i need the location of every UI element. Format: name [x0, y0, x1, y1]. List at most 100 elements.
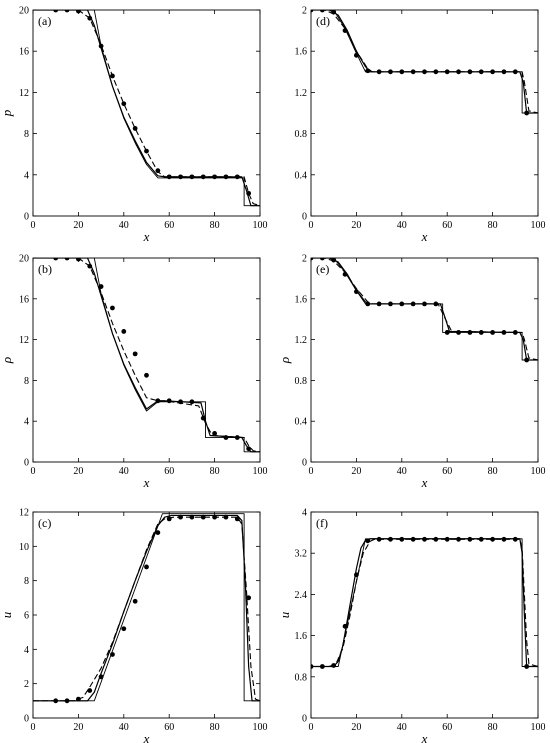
x-tick-label: 100: [531, 466, 546, 477]
data-point: [189, 514, 195, 520]
x-tick-label: 20: [73, 466, 83, 477]
data-point: [64, 698, 70, 704]
x-tick-label: 40: [397, 466, 407, 477]
data-point: [132, 598, 138, 604]
data-point: [144, 372, 149, 378]
y-tick-label: 12: [19, 335, 29, 346]
y-tick-label: 0: [24, 714, 29, 725]
data-point: [98, 674, 104, 680]
x-tick-label: 20: [73, 220, 83, 231]
series-line-solid-exact: [33, 258, 260, 453]
x-tick-label: 20: [73, 722, 83, 733]
data-point: [319, 10, 325, 13]
data-point: [121, 626, 127, 632]
x-tick-label: 40: [119, 722, 129, 733]
x-tick-label: 0: [31, 220, 36, 231]
data-point: [433, 69, 439, 75]
data-point: [110, 305, 115, 311]
data-point: [354, 52, 359, 58]
series-line-solid-numerical: [311, 258, 538, 361]
data-point: [200, 415, 206, 421]
y-tick-label: 4: [302, 508, 307, 519]
y-tick-label: 20: [19, 6, 29, 17]
data-point: [512, 330, 518, 335]
data-point: [76, 258, 81, 262]
data-point: [410, 301, 416, 307]
series-group: [311, 258, 538, 363]
x-axis-label: x: [421, 229, 428, 244]
data-point: [342, 271, 348, 277]
data-point: [524, 110, 530, 116]
data-point: [121, 101, 127, 107]
series-line-dashed: [311, 538, 538, 668]
y-tick-label: 16: [19, 47, 29, 58]
data-point: [200, 174, 206, 180]
data-point: [501, 330, 507, 335]
data-point: [354, 289, 359, 295]
data-point: [53, 698, 59, 704]
data-point: [388, 301, 393, 307]
y-tick-label: 2: [302, 6, 307, 17]
x-tick-label: 60: [442, 466, 452, 477]
data-point: [467, 536, 473, 542]
data-point: [234, 435, 240, 440]
data-point: [166, 398, 172, 404]
data-point: [132, 126, 138, 131]
data-point: [501, 69, 507, 75]
data-point: [212, 174, 218, 180]
x-tick-label: 100: [253, 722, 268, 733]
panel-label: (b): [38, 262, 52, 276]
y-axis-label: ρ: [277, 357, 292, 364]
data-point: [212, 514, 218, 520]
data-point: [467, 69, 473, 75]
x-axis-label: x: [143, 731, 150, 743]
x-tick-label: 0: [309, 466, 314, 477]
data-point: [110, 73, 115, 79]
data-point: [444, 330, 450, 335]
panel-label: (d): [316, 14, 330, 28]
data-point: [223, 435, 229, 440]
data-point: [478, 69, 484, 75]
data-point: [456, 536, 461, 542]
x-tick-label: 80: [488, 466, 498, 477]
data-point: [234, 516, 240, 522]
y-tick-label: 12: [19, 508, 29, 519]
data-point: [524, 664, 530, 669]
data-point: [365, 301, 371, 307]
data-point: [76, 10, 81, 14]
x-tick-label: 80: [488, 220, 498, 231]
y-tick-label: 1.6: [295, 631, 308, 642]
data-point: [388, 536, 393, 542]
data-point: [433, 301, 439, 307]
y-tick-label: 2: [24, 679, 29, 690]
series-line-solid-numerical: [311, 10, 538, 114]
data-point: [354, 572, 359, 578]
y-tick-label: 8: [24, 576, 29, 587]
x-axis-label: x: [421, 731, 428, 743]
panel-c: 0 20 40 60 80 100 0 2 4 6 8 10 12 x u (c): [0, 508, 268, 743]
series-line-dashed: [33, 10, 260, 207]
y-tick-label: 8: [24, 129, 29, 140]
y-tick-label: 0.8: [295, 672, 308, 683]
data-point: [121, 329, 127, 334]
data-point: [365, 538, 371, 544]
y-tick-label: 4: [24, 417, 29, 428]
y-tick-label: 4: [24, 170, 29, 181]
data-point: [144, 148, 149, 154]
data-point: [422, 301, 427, 307]
x-tick-label: 20: [351, 220, 361, 231]
data-point: [246, 446, 252, 452]
x-tick-label: 0: [31, 722, 36, 733]
data-point: [87, 263, 93, 269]
data-point: [331, 10, 337, 15]
data-point: [64, 10, 70, 13]
panel-label: (c): [38, 516, 51, 530]
data-point: [478, 536, 484, 542]
x-tick-label: 80: [488, 722, 498, 733]
data-point: [410, 536, 416, 542]
series-line-solid-exact: [311, 538, 538, 667]
y-axis-label: u: [0, 611, 14, 618]
panel-e: 0 20 40 60 80 100 0 0.4 0.8 1.2 1.6 2 x ρ (e): [277, 254, 546, 491]
x-tick-label: 40: [397, 722, 407, 733]
data-point: [98, 284, 104, 289]
